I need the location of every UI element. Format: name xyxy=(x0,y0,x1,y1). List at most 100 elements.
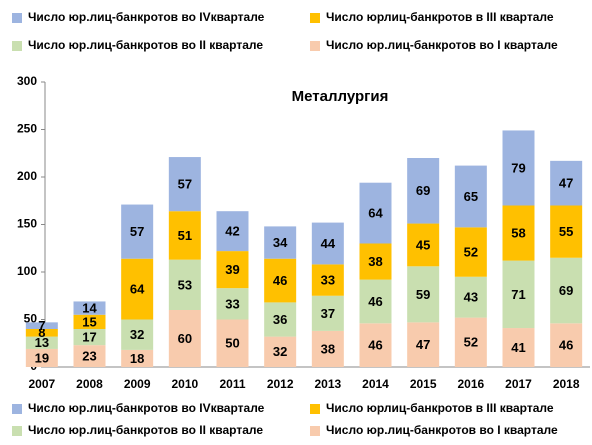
bar-segment xyxy=(168,259,201,310)
legend-label: Число юр.лиц-банкротов во II квартале xyxy=(28,38,263,52)
data-label: 50 xyxy=(225,336,239,351)
legend-swatch xyxy=(12,41,22,51)
x-tick-label: 2010 xyxy=(171,377,198,391)
data-label: 23 xyxy=(82,349,96,364)
bar-segment xyxy=(359,323,392,367)
bar-segment xyxy=(359,182,392,244)
x-tick-label: 2017 xyxy=(505,377,532,391)
y-tick-label: 100 xyxy=(17,264,37,278)
data-label: 79 xyxy=(511,160,525,175)
x-tick-label: 2008 xyxy=(76,377,103,391)
legend-label: Число юр.лиц-банкротов во IVквартале xyxy=(28,401,265,415)
data-label: 46 xyxy=(273,273,287,288)
x-tick-label: 2016 xyxy=(457,377,484,391)
data-label: 8 xyxy=(38,325,45,340)
legend-label: Число юр.лиц-банкротов во IVквартале xyxy=(28,10,265,24)
data-label: 33 xyxy=(225,296,239,311)
data-label: 42 xyxy=(225,224,239,239)
bar-segment xyxy=(502,328,535,367)
legend-label: Число юр.лиц-банкротов во I квартале xyxy=(326,423,558,437)
bar-segment xyxy=(407,158,440,224)
bar-segment xyxy=(121,258,154,320)
bar-segment xyxy=(216,251,249,289)
bar-segment xyxy=(407,266,440,323)
y-tick-label: 200 xyxy=(17,169,37,183)
data-label: 45 xyxy=(416,237,430,252)
data-label: 52 xyxy=(464,335,478,350)
bar-segment xyxy=(168,157,201,212)
bar-segment xyxy=(454,276,487,318)
data-label: 41 xyxy=(511,340,525,355)
bar-segment xyxy=(216,319,249,367)
legend-swatch xyxy=(12,404,22,414)
data-label: 15 xyxy=(82,314,96,329)
y-tick-label: 300 xyxy=(17,74,37,88)
data-label: 55 xyxy=(559,224,573,239)
data-label: 59 xyxy=(416,287,430,302)
bar-segment xyxy=(550,160,583,206)
x-tick-label: 2007 xyxy=(28,377,55,391)
data-label: 34 xyxy=(273,235,288,250)
legend-label: Число юр.лиц-банкротов во I квартале xyxy=(326,38,558,52)
y-tick-label: 150 xyxy=(17,217,37,231)
bar-segment xyxy=(73,301,106,315)
data-label: 32 xyxy=(130,327,144,342)
x-tick-label: 2015 xyxy=(410,377,437,391)
bar-segment xyxy=(168,211,201,260)
legend-label: Число юрлиц-банкротов в III квартале xyxy=(326,10,554,24)
legend-swatch xyxy=(12,13,22,23)
data-label: 71 xyxy=(511,287,525,302)
data-label: 60 xyxy=(178,331,192,346)
bar-segment xyxy=(121,319,154,350)
data-label: 39 xyxy=(225,262,239,277)
data-label: 69 xyxy=(416,183,430,198)
bar-segment xyxy=(168,310,201,367)
bar-segment xyxy=(25,348,58,367)
data-label: 19 xyxy=(35,350,49,365)
bar-segment xyxy=(264,336,297,367)
legend-swatch xyxy=(12,426,22,436)
legend-swatch xyxy=(310,426,320,436)
data-label: 7 xyxy=(38,318,45,333)
bar-segment xyxy=(25,336,58,349)
bar-segment xyxy=(73,314,106,329)
bar-segment xyxy=(73,345,106,367)
bar-segment xyxy=(264,302,297,337)
legend-label: Число юрлиц-банкротов в III квартале xyxy=(326,401,554,415)
x-tick-label: 2012 xyxy=(267,377,294,391)
x-tick-label: 2013 xyxy=(314,377,341,391)
data-label: 47 xyxy=(416,337,430,352)
data-label: 57 xyxy=(130,224,144,239)
data-label: 33 xyxy=(321,273,335,288)
data-label: 32 xyxy=(273,344,287,359)
bar-segment xyxy=(311,264,344,296)
data-label: 64 xyxy=(130,282,145,297)
bar-segment xyxy=(550,323,583,367)
bar-segment xyxy=(121,349,154,367)
bar-segment xyxy=(311,330,344,367)
bar-segment xyxy=(407,322,440,367)
bar-segment xyxy=(454,227,487,277)
bar-segment xyxy=(121,204,154,259)
y-tick-label: 250 xyxy=(17,122,37,136)
data-label: 46 xyxy=(368,294,382,309)
data-label: 44 xyxy=(321,236,336,251)
data-label: 53 xyxy=(178,277,192,292)
bar-segment xyxy=(264,258,297,303)
data-label: 65 xyxy=(464,189,478,204)
bar-segment xyxy=(216,211,249,252)
data-label: 64 xyxy=(368,206,383,221)
chart-title: Металлургия xyxy=(292,88,389,105)
bar-segment xyxy=(311,295,344,331)
x-tick-label: 2009 xyxy=(124,377,151,391)
bar-segment xyxy=(264,226,297,259)
data-label: 14 xyxy=(82,301,97,316)
bar-segment xyxy=(359,243,392,280)
bar-segment xyxy=(502,260,535,329)
bar-segment xyxy=(25,322,58,329)
bar-segment xyxy=(502,130,535,206)
data-label: 17 xyxy=(82,330,96,345)
x-tick-label: 2014 xyxy=(362,377,389,391)
x-tick-label: 2018 xyxy=(553,377,580,391)
